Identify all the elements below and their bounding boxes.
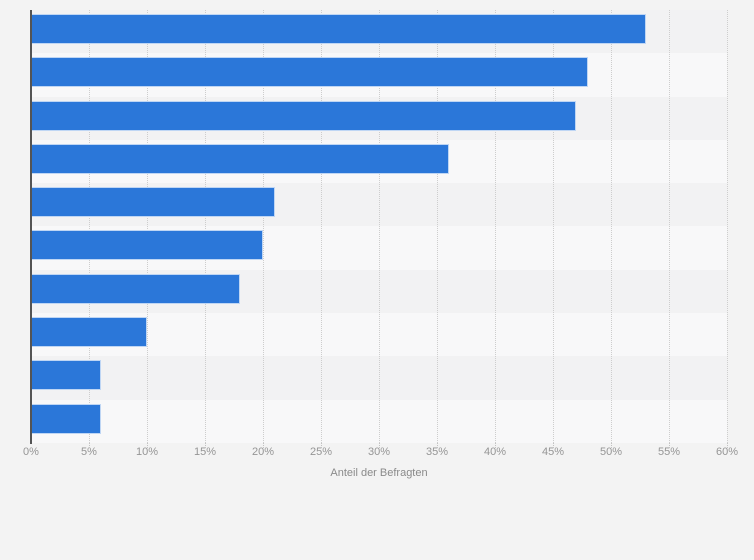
gridline	[727, 10, 728, 443]
y-axis-line	[30, 10, 32, 444]
bar[interactable]	[31, 273, 240, 304]
bar[interactable]	[31, 187, 275, 218]
row-band	[31, 53, 727, 97]
bar[interactable]	[31, 360, 101, 391]
x-tick-label: 35%	[425, 446, 449, 458]
tick-mark	[611, 443, 612, 448]
tick-mark	[263, 443, 264, 448]
x-tick-label: 20%	[251, 446, 275, 458]
x-tick-label: 5%	[81, 446, 97, 458]
bar[interactable]	[31, 317, 147, 348]
x-tick-label: 0%	[23, 446, 39, 458]
tick-mark	[437, 443, 438, 448]
x-tick-label: 50%	[599, 446, 623, 458]
row-band	[31, 269, 727, 314]
x-axis-labels: 0% 5% 10% 15% 20% 25% 30% 35% 40% 45% 50% 55% 60%	[23, 446, 738, 460]
x-tick-label: 10%	[135, 446, 159, 458]
x-tick-label: 40%	[483, 446, 507, 458]
bar[interactable]	[31, 143, 449, 174]
tick-mark	[205, 443, 206, 448]
tick-mark	[669, 443, 670, 448]
row-band	[31, 183, 727, 227]
row-band	[31, 399, 727, 443]
tick-mark	[379, 443, 380, 448]
tick-mark	[147, 443, 148, 448]
tick-mark	[495, 443, 496, 448]
x-tick-label: 30%	[367, 446, 391, 458]
x-tick-label: 25%	[309, 446, 333, 458]
bar[interactable]	[31, 57, 588, 88]
bar[interactable]	[31, 14, 646, 44]
x-axis-ticks	[31, 443, 728, 449]
tick-mark	[727, 443, 728, 448]
x-tick-label: 45%	[541, 446, 565, 458]
tick-mark	[321, 443, 322, 448]
x-tick-label: 60%	[715, 446, 739, 458]
bar[interactable]	[31, 403, 101, 434]
bar[interactable]	[31, 230, 263, 261]
row-band	[31, 226, 727, 270]
bar[interactable]	[31, 100, 577, 131]
tick-mark	[89, 443, 90, 448]
row-band	[31, 139, 727, 184]
row-band	[31, 313, 727, 357]
x-tick-label: 55%	[657, 446, 681, 458]
row-band	[31, 356, 727, 400]
x-tick-label: 15%	[193, 446, 217, 458]
x-axis-title: Anteil der Befragten	[330, 467, 428, 479]
row-band	[31, 10, 727, 54]
tick-mark	[553, 443, 554, 448]
plot-area	[31, 10, 727, 443]
row-band	[31, 96, 727, 140]
